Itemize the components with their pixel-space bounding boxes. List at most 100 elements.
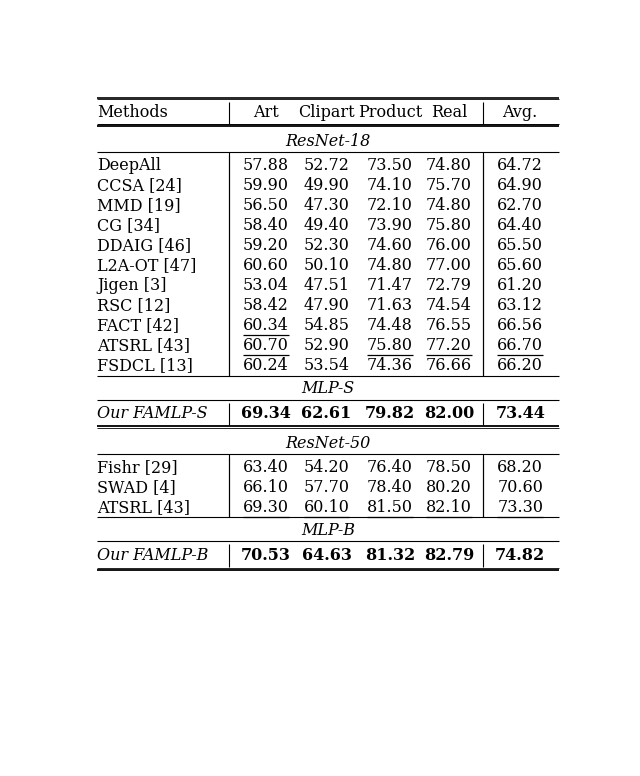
Text: 57.70: 57.70 [303, 479, 349, 496]
Text: 74.10: 74.10 [367, 177, 413, 194]
Text: 71.63: 71.63 [367, 297, 413, 314]
Text: 58.40: 58.40 [243, 217, 289, 234]
Text: 53.54: 53.54 [303, 357, 349, 374]
Text: 52.90: 52.90 [303, 338, 349, 354]
Text: 64.90: 64.90 [497, 177, 543, 194]
Text: Art: Art [253, 104, 279, 121]
Text: MLP-S: MLP-S [301, 380, 355, 397]
Text: 54.20: 54.20 [303, 459, 349, 476]
Text: MLP-B: MLP-B [301, 522, 355, 539]
Text: 57.88: 57.88 [243, 157, 289, 174]
Text: 64.40: 64.40 [497, 217, 543, 234]
Text: 71.47: 71.47 [367, 277, 413, 294]
Text: 62.70: 62.70 [497, 197, 543, 214]
Text: 60.10: 60.10 [303, 499, 349, 516]
Text: ResNet-50: ResNet-50 [285, 435, 371, 452]
Text: 74.36: 74.36 [367, 357, 413, 374]
Text: 60.70: 60.70 [243, 338, 289, 354]
Text: CG [34]: CG [34] [97, 217, 160, 234]
Text: 66.20: 66.20 [497, 357, 543, 374]
Text: 52.72: 52.72 [303, 157, 349, 174]
Text: 49.40: 49.40 [303, 217, 349, 234]
Text: 59.20: 59.20 [243, 237, 289, 254]
Text: Fishr [29]: Fishr [29] [97, 459, 178, 476]
Text: DDAIG [46]: DDAIG [46] [97, 237, 191, 254]
Text: 76.00: 76.00 [426, 237, 472, 254]
Text: 81.50: 81.50 [367, 499, 413, 516]
Text: 70.53: 70.53 [241, 547, 291, 564]
Text: 54.85: 54.85 [303, 317, 349, 334]
Text: Real: Real [431, 104, 467, 121]
Text: 52.30: 52.30 [303, 237, 349, 254]
Text: 74.80: 74.80 [367, 257, 413, 274]
Text: 61.20: 61.20 [497, 277, 543, 294]
Text: 64.63: 64.63 [301, 547, 351, 564]
Text: 66.70: 66.70 [497, 338, 543, 354]
Text: 81.32: 81.32 [365, 547, 415, 564]
Text: SWAD [4]: SWAD [4] [97, 479, 176, 496]
Text: 76.40: 76.40 [367, 459, 413, 476]
Text: 63.40: 63.40 [243, 459, 289, 476]
Text: Product: Product [358, 104, 422, 121]
Text: 78.40: 78.40 [367, 479, 413, 496]
Text: 76.66: 76.66 [426, 357, 472, 374]
Text: 73.50: 73.50 [367, 157, 413, 174]
Text: Clipart: Clipart [298, 104, 355, 121]
Text: 75.80: 75.80 [426, 217, 472, 234]
Text: CCSA [24]: CCSA [24] [97, 177, 182, 194]
Text: 74.54: 74.54 [426, 297, 472, 314]
Text: Methods: Methods [97, 104, 168, 121]
Text: FACT [42]: FACT [42] [97, 317, 179, 334]
Text: 49.90: 49.90 [303, 177, 349, 194]
Text: 74.80: 74.80 [426, 157, 472, 174]
Text: 63.12: 63.12 [497, 297, 543, 314]
Text: 50.10: 50.10 [303, 257, 349, 274]
Text: 82.10: 82.10 [426, 499, 472, 516]
Text: 47.90: 47.90 [303, 297, 349, 314]
Text: 47.30: 47.30 [303, 197, 349, 214]
Text: 53.04: 53.04 [243, 277, 289, 294]
Text: 65.50: 65.50 [497, 237, 543, 254]
Text: 72.10: 72.10 [367, 197, 413, 214]
Text: 73.90: 73.90 [367, 217, 413, 234]
Text: 82.79: 82.79 [424, 547, 474, 564]
Text: DeepAll: DeepAll [97, 157, 161, 174]
Text: Our FAMLP-S: Our FAMLP-S [97, 405, 207, 422]
Text: 77.00: 77.00 [426, 257, 472, 274]
Text: 64.72: 64.72 [497, 157, 543, 174]
Text: ATSRL [43]: ATSRL [43] [97, 338, 190, 354]
Text: 58.42: 58.42 [243, 297, 289, 314]
Text: 60.34: 60.34 [243, 317, 289, 334]
Text: ATSRL [43]: ATSRL [43] [97, 499, 190, 516]
Text: 62.61: 62.61 [301, 405, 351, 422]
Text: 75.70: 75.70 [426, 177, 472, 194]
Text: 70.60: 70.60 [497, 479, 543, 496]
Text: 75.80: 75.80 [367, 338, 413, 354]
Text: Avg.: Avg. [502, 104, 538, 121]
Text: 66.10: 66.10 [243, 479, 289, 496]
Text: 76.55: 76.55 [426, 317, 472, 334]
Text: L2A-OT [47]: L2A-OT [47] [97, 257, 196, 274]
Text: 60.60: 60.60 [243, 257, 289, 274]
Text: Jigen [3]: Jigen [3] [97, 277, 166, 294]
Text: 73.30: 73.30 [497, 499, 543, 516]
Text: 80.20: 80.20 [426, 479, 472, 496]
Text: 65.60: 65.60 [497, 257, 543, 274]
Text: ResNet-18: ResNet-18 [285, 133, 371, 150]
Text: RSC [12]: RSC [12] [97, 297, 170, 314]
Text: 56.50: 56.50 [243, 197, 289, 214]
Text: MMD [19]: MMD [19] [97, 197, 180, 214]
Text: 74.80: 74.80 [426, 197, 472, 214]
Text: 73.44: 73.44 [495, 405, 545, 422]
Text: 78.50: 78.50 [426, 459, 472, 476]
Text: Our FAMLP-B: Our FAMLP-B [97, 547, 209, 564]
Text: 82.00: 82.00 [424, 405, 474, 422]
Text: 72.79: 72.79 [426, 277, 472, 294]
Text: 74.48: 74.48 [367, 317, 413, 334]
Text: 69.30: 69.30 [243, 499, 289, 516]
Text: FSDCL [13]: FSDCL [13] [97, 357, 193, 374]
Text: 69.34: 69.34 [241, 405, 291, 422]
Text: 74.60: 74.60 [367, 237, 413, 254]
Text: 74.82: 74.82 [495, 547, 545, 564]
Text: 47.51: 47.51 [303, 277, 349, 294]
